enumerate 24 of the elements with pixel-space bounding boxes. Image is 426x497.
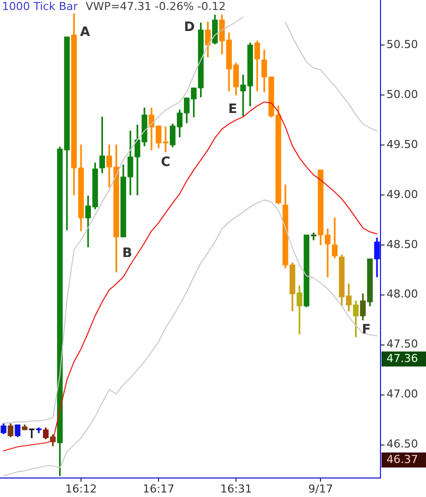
y-tick-label: 47.50 [386,338,418,351]
text: 47.36 [386,352,418,365]
chart-subtitle: VWP=47.31 -0.26% -0.12 [86,0,226,13]
y-tick-label: 46.50 [386,438,418,451]
y-tick-label: 50.00 [386,88,418,101]
x-tick-label: 9/17 [308,482,333,496]
annotation: F [362,322,371,338]
annotation: B [122,246,132,261]
text: 46.37 [386,452,418,466]
y-tick-label: 50.50 [386,38,418,51]
chart-title: 1000 Tick Bar [2,0,78,13]
x-tick-label: 16:31 [220,482,252,496]
annotation: A [80,24,90,40]
y-tick-label: 49.50 [386,138,418,151]
y-tick-label: 49.00 [386,188,418,201]
y-tick-label: 47.00 [386,388,418,401]
x-tick-label: 16:17 [142,482,174,496]
annotation: E [228,102,238,117]
candlestick [310,232,316,240]
y-tick-label: 48.50 [386,238,418,251]
y-tick-label: 48.00 [386,288,418,301]
annotation: D [184,20,196,35]
annotation: C [160,154,170,170]
x-tick-label: 16:12 [65,482,97,496]
